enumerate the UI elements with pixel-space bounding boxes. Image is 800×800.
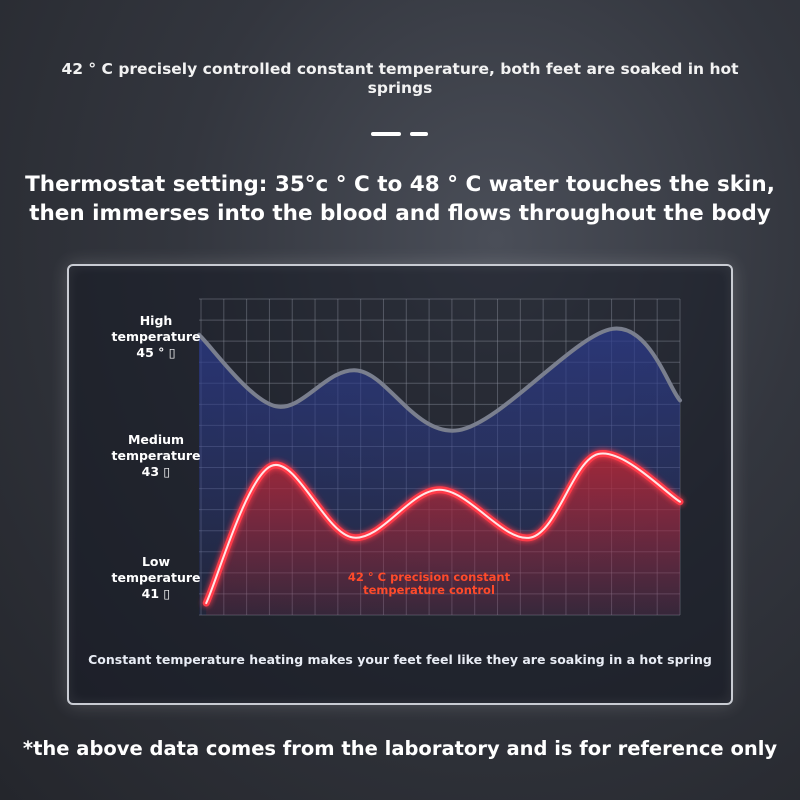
y-label-low: Low temperature 41 ▯ (96, 554, 216, 602)
temperature-chart (197, 298, 684, 616)
y-label-high-line2: temperature (111, 329, 201, 344)
y-label-high-line1: High (139, 313, 173, 328)
y-label-medium-line2: temperature (111, 448, 201, 463)
series-area-1 (206, 453, 680, 615)
headline: Thermostat setting: 35°c ° C to 48 ° C w… (25, 172, 775, 226)
y-label-high-line3: 45 ° ▯ (136, 345, 176, 360)
annotation-line2: temperature control (363, 583, 495, 597)
y-label-medium: Medium temperature 43 ▯ (96, 432, 216, 480)
y-label-high: High temperature 45 ° ▯ (96, 313, 216, 361)
divider-dashes (371, 132, 431, 138)
disclaimer: *the above data comes from the laborator… (22, 737, 778, 760)
y-label-low-line2: temperature (111, 570, 201, 585)
chart-caption: Constant temperature heating makes your … (88, 652, 712, 667)
dash-short (410, 132, 428, 136)
y-label-medium-line3: 43 ▯ (141, 464, 171, 479)
y-label-low-line3: 41 ▯ (141, 586, 171, 601)
annotation-line1: 42 ° C precision constant (347, 570, 511, 584)
series-line-1 (205, 452, 681, 605)
chart-panel: High temperature 45 ° ▯ Medium temperatu… (67, 264, 733, 705)
chart-series (197, 326, 684, 615)
y-label-low-line1: Low (141, 554, 171, 569)
chart-annotation: 42 ° C precision constant temperature co… (329, 571, 529, 597)
series-line-0 (197, 326, 682, 433)
dash-long (371, 132, 401, 136)
y-label-medium-line1: Medium (127, 432, 185, 447)
subtitle: 42 ° C precisely controlled constant tem… (61, 60, 739, 97)
